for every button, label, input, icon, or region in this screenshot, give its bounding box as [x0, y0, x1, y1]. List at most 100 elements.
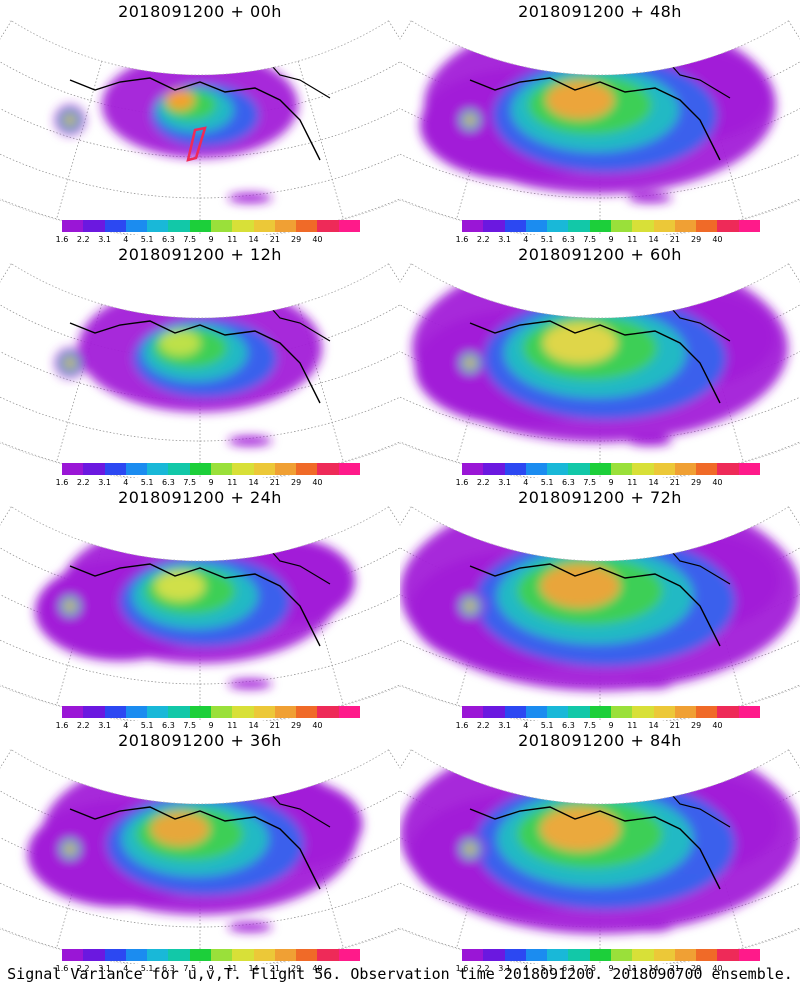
colorbar-labels: 1.6 2.2 3.1 4 5.1 6.3 7.5 9 11 14 21 29 40	[56, 721, 360, 731]
colorbar-swatch	[317, 463, 339, 475]
colorbar-tick-label: 21	[269, 478, 280, 487]
colorbar-swatch	[525, 220, 548, 232]
graticule-meridian	[0, 749, 12, 769]
colorbar-swatch	[168, 220, 190, 232]
colorbar-swatch	[610, 706, 633, 718]
colorbar	[462, 949, 760, 961]
graticule-meridian	[55, 547, 103, 706]
colorbar	[62, 220, 360, 232]
colorbar-tick-label: 29	[691, 478, 702, 487]
colorbar-swatch	[274, 220, 297, 232]
colorbar-swatch	[547, 949, 569, 961]
colorbar-tick-label: 1.6	[455, 235, 469, 244]
map-panel: 2018091200 + 00h 1.6 2.2 3.1 4 5.1 6.3 7.5 9 11 14…	[0, 0, 400, 245]
colorbar-swatch	[738, 220, 760, 232]
colorbar-swatch	[83, 706, 105, 718]
colorbar-tick-label: 2.2	[76, 721, 90, 730]
colorbar-swatch	[189, 706, 211, 718]
colorbar-tick-label: 2.2	[76, 964, 90, 973]
map-panel: 2018091200 + 60h 1.6 2.2 3.1 4 5.1 6.3 7.5 9 11 14…	[400, 243, 800, 488]
colorbar-swatch	[504, 220, 526, 232]
colorbar-swatch	[147, 220, 169, 232]
colorbar-swatch	[296, 463, 318, 475]
colorbar-tick-label: 4	[123, 721, 129, 730]
colorbar-tick-label: 29	[291, 721, 302, 730]
graticule-meridian	[400, 263, 412, 283]
colorbar-tick-label: 21	[669, 721, 680, 730]
coastline	[469, 563, 721, 647]
colorbar-swatch	[568, 463, 590, 475]
colorbar-swatch	[525, 706, 548, 718]
graticule-meridian	[388, 20, 400, 40]
colorbar-swatch	[504, 706, 526, 718]
colorbar-tick-label: 11	[227, 235, 238, 244]
colorbar-swatch	[568, 949, 590, 961]
colorbar-tick-label: 2.2	[476, 235, 490, 244]
colorbar-swatch	[462, 949, 484, 961]
map-panel: 2018091200 + 72h 1.6 2.2 3.1 4 5.1 6.3 7.5 9 11 14…	[400, 486, 800, 731]
colorbar-tick-label: 1.6	[455, 721, 469, 730]
colorbar	[62, 949, 360, 961]
colorbar-swatch	[296, 949, 318, 961]
colorbar-labels: 1.6 2.2 3.1 4 5.1 6.3 7.5 9 11 14 21 29 40	[56, 235, 360, 245]
colorbar-tick-label: 11	[227, 721, 238, 730]
colorbar-swatch	[104, 706, 126, 718]
colorbar-tick-label: 21	[669, 964, 680, 973]
polar-map	[0, 749, 400, 964]
colorbar-swatch	[632, 706, 654, 718]
colorbar-swatch	[168, 706, 190, 718]
colorbar-labels: 1.6 2.2 3.1 4 5.1 6.3 7.5 9 11 14 21 29 40	[56, 964, 360, 974]
colorbar	[462, 706, 760, 718]
graticule-meridian	[455, 790, 503, 949]
colorbar-swatch	[610, 220, 633, 232]
colorbar-tick-label: 5.1	[540, 964, 554, 973]
colorbar-tick-label: 4	[523, 721, 529, 730]
colorbar-tick-label: 29	[291, 235, 302, 244]
panel-title: 2018091200 + 12h	[118, 245, 282, 264]
colorbar-swatch	[125, 949, 148, 961]
colorbar-swatch	[632, 463, 654, 475]
colorbar-swatch	[717, 706, 739, 718]
colorbar-swatch	[189, 463, 211, 475]
colorbar-swatch	[125, 706, 148, 718]
graticule-meridian	[697, 61, 745, 220]
colorbar-tick-label: 14	[248, 721, 259, 730]
graticule-meridian	[455, 61, 503, 220]
colorbar-swatch	[547, 220, 569, 232]
colorbar-tick-label: 3.1	[498, 964, 511, 973]
colorbar-swatch	[674, 220, 697, 232]
map-panel: 2018091200 + 84h 1.6 2.2 3.1 4 5.1 6.3 7.5 9 11 14…	[400, 729, 800, 974]
colorbar-tick-label: 7.5	[583, 964, 597, 973]
colorbar-swatch	[210, 463, 233, 475]
colorbar-swatch	[125, 220, 148, 232]
colorbar-tick-label: 3.1	[98, 964, 111, 973]
colorbar-swatch	[610, 463, 633, 475]
colorbar-swatch	[653, 706, 675, 718]
colorbar-tick-label: 9	[608, 478, 614, 487]
colorbar-swatch	[568, 706, 590, 718]
colorbar-swatch	[717, 463, 739, 475]
graticule-meridian	[0, 20, 12, 40]
colorbar-tick-label: 5.1	[140, 235, 154, 244]
graticule-meridian	[0, 263, 12, 283]
colorbar-tick-label: 1.6	[455, 478, 469, 487]
colorbar-swatch	[525, 463, 548, 475]
panel-title: 2018091200 + 00h	[118, 2, 282, 21]
colorbar-tick-label: 9	[208, 964, 214, 973]
colorbar-tick-label: 40	[312, 964, 323, 973]
colorbar-tick-label: 4	[523, 964, 529, 973]
colorbar-tick-label: 14	[648, 235, 659, 244]
colorbar-swatch	[674, 949, 697, 961]
coastline	[69, 320, 321, 404]
colorbar-swatch	[696, 706, 718, 718]
colorbar-labels: 1.6 2.2 3.1 4 5.1 6.3 7.5 9 11 14 21 29 40	[456, 478, 760, 488]
colorbar-tick-label: 7.5	[583, 721, 597, 730]
colorbar-tick-label: 2.2	[476, 721, 490, 730]
colorbar-tick-label: 14	[648, 721, 659, 730]
coastline	[469, 320, 721, 404]
colorbar-swatch	[83, 463, 105, 475]
colorbar-swatch	[338, 706, 360, 718]
colorbar-tick-label: 11	[627, 235, 638, 244]
colorbar-tick-label: 7.5	[183, 235, 197, 244]
panel-title: 2018091200 + 84h	[518, 731, 682, 750]
